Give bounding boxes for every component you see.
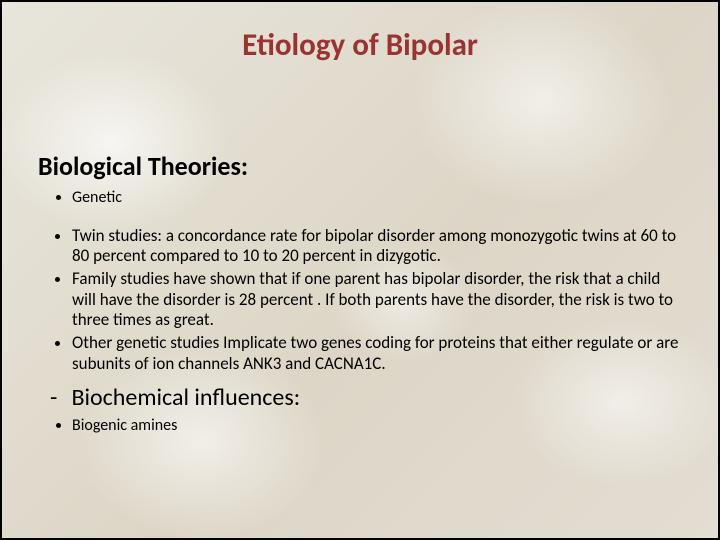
slide-frame: Etiology of Bipolar Biological Theories:… <box>0 0 720 540</box>
bullet-group-1: Genetic <box>38 188 684 208</box>
bullet-group-3: Biogenic amines <box>38 416 684 436</box>
bullet-other-genetic: Other genetic studies Implicate two gene… <box>72 333 684 374</box>
bullet-group-2: Twin studies: a concordance rate for bip… <box>38 226 684 375</box>
slide-content: Biological Theories: Genetic Twin studie… <box>38 150 684 440</box>
heading-biochemical-row: - Biochemical influences: <box>38 383 684 412</box>
bullet-twin-studies: Twin studies: a concordance rate for bip… <box>72 226 684 267</box>
heading-biological: Biological Theories: <box>38 150 684 182</box>
dash-icon: - <box>50 383 66 412</box>
bullet-genetic: Genetic <box>72 188 684 208</box>
heading-biochemical: Biochemical influences: <box>71 383 300 412</box>
slide-title: Etiology of Bipolar <box>2 26 718 64</box>
bullet-family-studies: Family studies have shown that if one pa… <box>72 269 684 331</box>
bullet-biogenic-amines: Biogenic amines <box>72 416 684 436</box>
